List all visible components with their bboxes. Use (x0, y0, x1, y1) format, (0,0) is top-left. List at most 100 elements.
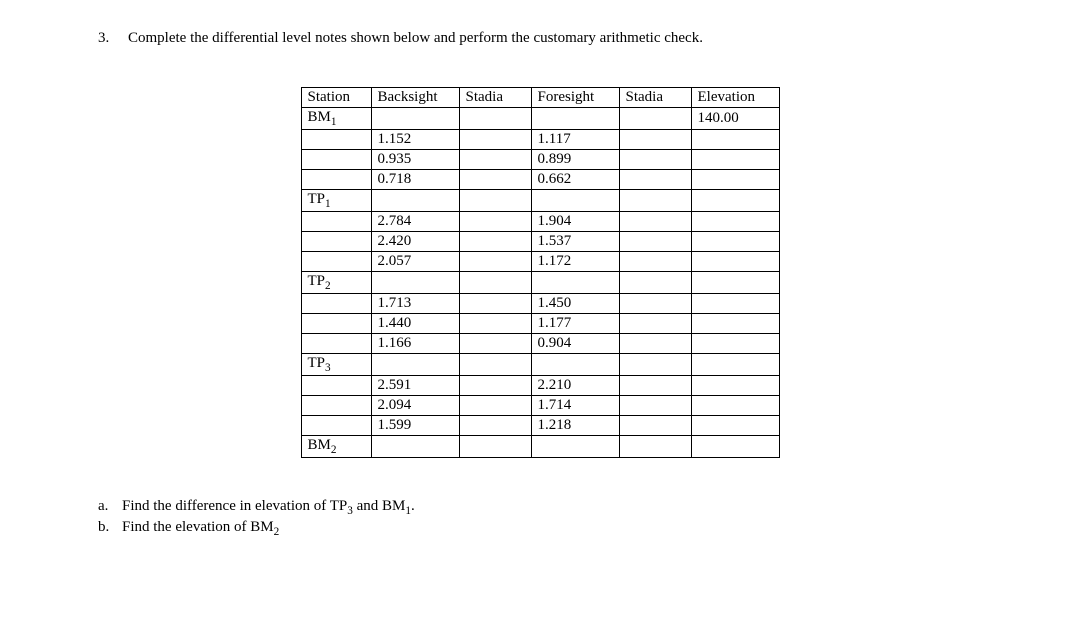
table-cell (691, 190, 779, 212)
table-cell (459, 232, 531, 252)
table-cell: 2.784 (371, 212, 459, 232)
table-cell (691, 334, 779, 354)
table-row: 2.0571.172 (301, 252, 779, 272)
table-cell: 1.166 (371, 334, 459, 354)
subquestions: a. Find the difference in elevation of T… (98, 498, 982, 538)
table-cell (459, 150, 531, 170)
subquestion-b: b. Find the elevation of BM2 (98, 519, 982, 538)
table-cell (459, 376, 531, 396)
table-cell (459, 294, 531, 314)
table-cell (301, 150, 371, 170)
table-cell (301, 376, 371, 396)
question-prompt: 3. Complete the differential level notes… (98, 30, 982, 47)
question-text: Complete the differential level notes sh… (128, 30, 703, 47)
table-cell: 1.218 (531, 416, 619, 436)
table-cell (301, 130, 371, 150)
table-cell (691, 294, 779, 314)
table-cell: 2.591 (371, 376, 459, 396)
table-body: BM1140.001.1521.1170.9350.8990.7180.662T… (301, 108, 779, 458)
table-cell (371, 354, 459, 376)
table-cell (459, 130, 531, 150)
table-cell: 2.420 (371, 232, 459, 252)
table-cell (531, 108, 619, 130)
table-cell (531, 190, 619, 212)
table-row: TP1 (301, 190, 779, 212)
table-row: 1.599 1.218 (301, 416, 779, 436)
table-cell: 1.904 (531, 212, 619, 232)
table-cell (459, 190, 531, 212)
table-cell (691, 130, 779, 150)
table-cell: 1.440 (371, 314, 459, 334)
table-cell: 1.177 (531, 314, 619, 334)
table-cell (619, 150, 691, 170)
table-cell (301, 232, 371, 252)
table-cell (691, 252, 779, 272)
table-cell: BM2 (301, 436, 371, 458)
table-cell (531, 436, 619, 458)
table-cell (531, 272, 619, 294)
table-cell (371, 436, 459, 458)
table-row: 0.718 0.662 (301, 170, 779, 190)
col-header-stadia2: Stadia (619, 88, 691, 108)
table-cell (301, 396, 371, 416)
table-cell (459, 212, 531, 232)
table-row: 1.7131.450 (301, 294, 779, 314)
table-cell (459, 252, 531, 272)
table-cell (691, 272, 779, 294)
table-cell (531, 354, 619, 376)
table-cell (619, 294, 691, 314)
table-cell (301, 334, 371, 354)
table-cell: 2.094 (371, 396, 459, 416)
table-cell (301, 314, 371, 334)
table-cell (691, 436, 779, 458)
table-row: 2.784 1.904 (301, 212, 779, 232)
table-cell (459, 334, 531, 354)
table-cell: 0.718 (371, 170, 459, 190)
table-cell (459, 396, 531, 416)
table-header-row: Station Backsight Stadia Foresight Stadi… (301, 88, 779, 108)
subquestion-b-label: b. (98, 519, 122, 538)
table-cell: 1.714 (531, 396, 619, 416)
table-cell (619, 130, 691, 150)
table-cell (459, 354, 531, 376)
table-cell (691, 376, 779, 396)
table-cell: 1.599 (371, 416, 459, 436)
level-notes-table: Station Backsight Stadia Foresight Stadi… (301, 87, 780, 458)
table-cell: TP3 (301, 354, 371, 376)
table-cell (691, 314, 779, 334)
subquestion-b-text: Find the elevation of BM2 (122, 519, 279, 538)
table-cell (301, 416, 371, 436)
table-cell (619, 314, 691, 334)
table-cell: 0.899 (531, 150, 619, 170)
table-row: 2.4201.537 (301, 232, 779, 252)
table-row: TP3 (301, 354, 779, 376)
table-cell: TP2 (301, 272, 371, 294)
table-cell (691, 354, 779, 376)
table-cell (619, 252, 691, 272)
table-cell (459, 170, 531, 190)
table-cell: 0.662 (531, 170, 619, 190)
table-cell: TP1 (301, 190, 371, 212)
table-cell: 0.904 (531, 334, 619, 354)
table-cell (459, 108, 531, 130)
table-cell: 1.172 (531, 252, 619, 272)
table-row: 2.094 1.714 (301, 396, 779, 416)
table-cell (459, 416, 531, 436)
table-row: 1.440 1.177 (301, 314, 779, 334)
table-cell: 1.713 (371, 294, 459, 314)
table-cell (371, 108, 459, 130)
table-row: 1.166 0.904 (301, 334, 779, 354)
table-cell (301, 170, 371, 190)
table-row: BM2 (301, 436, 779, 458)
table-cell (691, 170, 779, 190)
table-cell (691, 150, 779, 170)
table-cell: BM1 (301, 108, 371, 130)
table-cell (619, 190, 691, 212)
table-cell: 1.117 (531, 130, 619, 150)
table-cell (301, 294, 371, 314)
table-cell (619, 232, 691, 252)
table-cell (619, 334, 691, 354)
table-cell (619, 416, 691, 436)
table-cell (619, 170, 691, 190)
table-cell (691, 416, 779, 436)
